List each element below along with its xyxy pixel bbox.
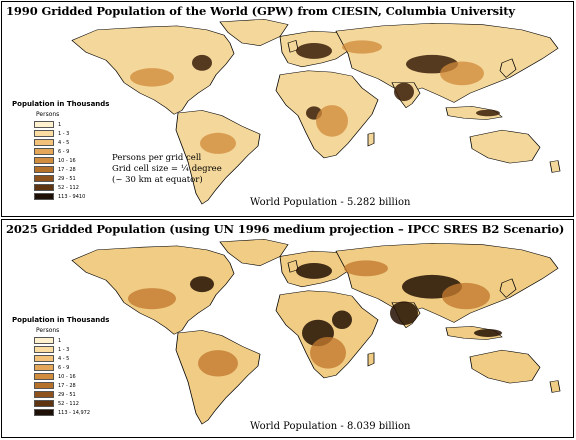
legend-label: 1 [58,337,62,344]
legend-item: 1 - 3 [34,345,109,354]
legend-item: 6 - 9 [34,147,109,156]
grid-note: Persons per grid cell Grid cell size = ¼… [112,153,222,186]
density-medium [130,40,484,154]
legend-swatch [34,346,54,353]
legend-swatch [34,130,54,137]
legend-2025: Population in Thousands Persons 1 1 - 3 4 … [12,316,109,417]
legend-item: 113 - 14,972 [34,408,109,417]
legend-swatch [34,121,54,128]
world-map-2025 [71,238,561,425]
legend-item: 4 - 5 [34,354,109,363]
legend-label: 6 - 9 [58,148,70,155]
legend-label: 52 - 112 [58,400,79,407]
legend-label: 29 - 51 [58,391,76,398]
legend-title: Population in Thousands [12,100,110,108]
world-map-1990 [71,18,561,205]
map-title-1990: 1990 Gridded Population of the World (GP… [6,4,516,18]
legend-item: 10 - 16 [34,156,109,165]
note-line: (~ 30 km at equator) [112,175,203,185]
note-line: Persons per grid cell [112,153,202,163]
map-title-2025: 2025 Gridded Population (using UN 1996 m… [6,222,565,236]
legend-item: 1 [34,120,109,129]
legend-swatch [34,364,54,371]
legend-item: 10 - 16 [34,372,109,381]
note-line: Grid cell size = ¼ degree [112,164,222,174]
legend-label: 1 - 3 [58,130,70,137]
legend-label: 17 - 28 [58,166,76,173]
legend-item: 17 - 28 [34,165,109,174]
legend-list: 1 1 - 3 4 - 5 6 - 9 10 - 16 17 - 28 29 - 51 52 … [34,120,109,201]
legend-swatch [34,391,54,398]
legend-swatch [34,409,54,416]
legend-swatch [34,373,54,380]
legend-label: 113 - 14,972 [58,409,91,416]
legend-swatch [34,382,54,389]
world-population-2025: World Population - 8.039 billion [250,421,411,432]
legend-item: 17 - 28 [34,381,109,390]
legend-label: 10 - 16 [58,157,76,164]
legend-item: 4 - 5 [34,138,109,147]
legend-item: 52 - 112 [34,183,109,192]
legend-swatch [34,400,54,407]
legend-list: 1 1 - 3 4 - 5 6 - 9 10 - 16 17 - 28 29 - 51 52 … [34,336,109,417]
world-population-1990: World Population - 5.282 billion [250,197,411,208]
legend-item: 1 [34,336,109,345]
legend-swatch [34,148,54,155]
legend-swatch [34,139,54,146]
legend-item: 29 - 51 [34,390,109,399]
legend-swatch [34,337,54,344]
map-panel-2025: 2025 Gridded Population (using UN 1996 m… [1,219,574,438]
legend-swatch [34,193,54,200]
legend-label: 17 - 28 [58,382,76,389]
legend-label: 113 - 9410 [58,193,86,200]
legend-swatch [34,355,54,362]
legend-label: 10 - 16 [58,373,76,380]
legend-label: 1 [58,121,62,128]
legend-item: 1 - 3 [34,129,109,138]
legend-label: 4 - 5 [58,355,70,362]
legend-item: 6 - 9 [34,363,109,372]
legend-label: 52 - 112 [58,184,79,191]
legend-item: 52 - 112 [34,399,109,408]
map-panel-1990: 1990 Gridded Population of the World (GP… [1,1,574,217]
density-medium [128,260,490,377]
legend-item: 29 - 51 [34,174,109,183]
legend-item: 113 - 9410 [34,192,109,201]
legend-label: 29 - 51 [58,175,76,182]
legend-swatch [34,166,54,173]
legend-label: 1 - 3 [58,346,70,353]
legend-1990: Population in Thousands Persons 1 1 - 3 4 … [12,100,109,201]
legend-label: 6 - 9 [58,364,70,371]
legend-subtitle: Persons [36,111,60,118]
legend-swatch [34,184,54,191]
legend-subtitle: Persons [36,327,60,334]
legend-swatch [34,157,54,164]
legend-label: 4 - 5 [58,139,70,146]
legend-title: Population in Thousands [12,316,110,324]
legend-swatch [34,175,54,182]
